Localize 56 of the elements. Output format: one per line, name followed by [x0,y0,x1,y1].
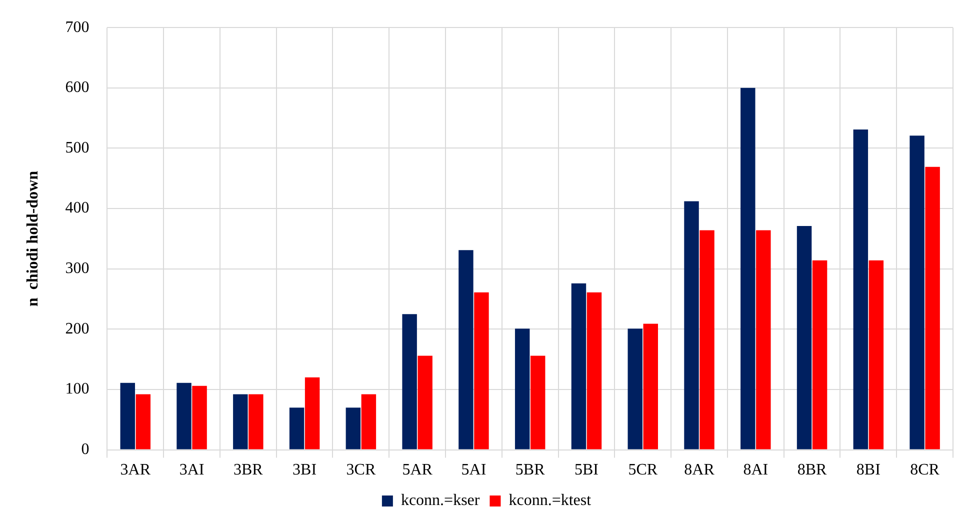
bar [643,324,658,450]
bar [796,226,812,450]
bar [233,394,248,450]
bar [530,356,546,450]
bar [418,356,432,450]
y-tick-label: 200 [65,320,90,338]
x-tick-label: 8AR [684,462,715,479]
x-tick-label: 3CR [346,462,376,479]
y-tick-label: 100 [65,380,90,398]
x-tick-label: 5BR [515,462,546,479]
bar [571,283,586,450]
bar [346,408,361,450]
y-tick-label: 600 [65,79,90,96]
x-tick-label: 3AI [179,462,204,479]
x-tick-label: 8AI [743,462,768,479]
x-tick-label: 5AR [402,462,433,479]
bar [192,386,207,450]
bar [248,394,264,450]
bar [458,250,474,450]
x-tick-label: 3BI [292,462,317,479]
bar [812,260,828,450]
bar [684,201,699,450]
bar [910,136,924,450]
y-tick-label: 700 [65,18,90,36]
bar [740,88,756,450]
x-tick-label: 3BR [233,462,264,479]
x-tick-label: 5AI [461,462,486,479]
x-tick-label: 8BI [856,462,880,479]
bar [853,130,868,450]
bar [289,408,304,450]
y-axis-title: n chiodi hold-down [24,170,42,307]
bar [402,314,417,450]
bar [700,230,714,450]
bar [304,377,320,450]
bar [176,382,192,450]
bar [586,292,602,450]
bar [361,394,376,450]
y-tick-label: 500 [65,139,90,156]
x-tick-label: 3AR [120,462,151,479]
y-tick-label: 0 [81,441,90,458]
legend-label: kconn.=kser [400,492,480,510]
bar [136,394,151,450]
y-tick-label: 400 [65,200,90,217]
bar [756,230,771,450]
bar [474,292,489,450]
x-tick-label: 5CR [628,462,658,479]
bar [120,382,136,450]
bar [868,260,884,450]
bar [628,328,642,450]
bar [514,328,530,450]
x-tick-label: 5BI [574,462,598,479]
bar [925,166,940,450]
legend-label: kconn.=ktest [508,492,592,510]
y-tick-label: 300 [65,260,90,278]
x-tick-label: 8CR [910,462,940,479]
x-tick-label: 8BR [797,462,828,479]
